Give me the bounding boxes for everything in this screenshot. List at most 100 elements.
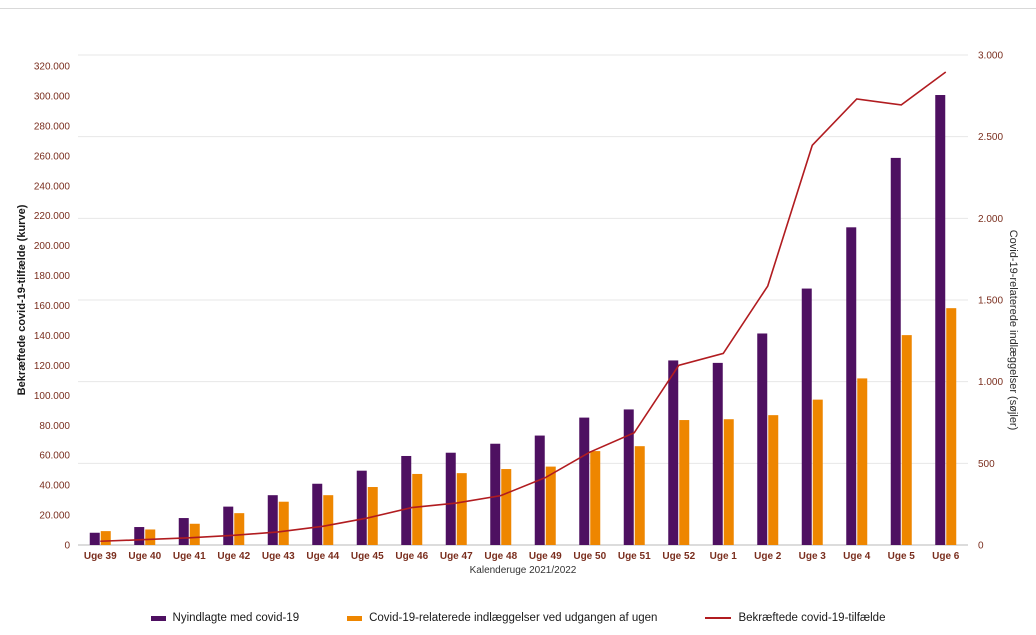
x-axis-tick-label: Uge 41 [173,551,206,562]
chart-legend: Nyindlagte med covid-19 Covid-19-relater… [0,612,1036,624]
bar-nyindlagte [757,333,768,545]
bar-nyindlagte [134,527,145,545]
bar-nyindlagte [668,360,679,545]
bar-indlaeggelser [545,466,556,545]
x-axis-tick-label: Uge 47 [440,551,473,562]
x-axis-tick-label: Uge 40 [128,551,161,562]
bar-nyindlagte [623,409,634,545]
top-divider [0,8,1036,9]
x-axis-tick-label: Uge 2 [754,551,782,562]
x-axis-tick-label: Uge 45 [351,551,384,562]
right-axis-tick-label: 1.500 [978,296,1003,307]
left-axis-tick-label: 300.000 [34,91,71,102]
right-axis-tick-label: 3.000 [978,51,1003,62]
left-axis-tick-label: 180.000 [34,271,71,282]
left-axis-tick-label: 40.000 [39,481,70,492]
x-axis-tick-label: Uge 43 [262,551,295,562]
right-axis-tick-label: 0 [978,541,984,552]
legend-item-nyindlagte: Nyindlagte med covid-19 [150,612,300,624]
x-axis-tick-label: Uge 6 [932,551,960,562]
bar-nyindlagte [356,470,367,545]
legend-label-bekraeftede: Bekræftede covid-19-tilfælde [738,612,886,624]
left-axis-tick-label: 160.000 [34,301,71,312]
x-axis-tick-label: Uge 42 [217,551,250,562]
left-axis-tick-label: 60.000 [39,451,70,462]
x-axis-tick-label: Uge 46 [395,551,428,562]
bar-nyindlagte [890,157,901,545]
bar-nyindlagte [401,455,412,545]
bar-indlaeggelser [100,531,111,545]
x-axis-tick-label: Uge 51 [618,551,651,562]
left-axis-tick-label: 140.000 [34,331,71,342]
bar-indlaeggelser [723,419,734,545]
bar-indlaeggelser [278,501,289,545]
line-bekraeftede [100,71,947,543]
left-axis-tick-label: 20.000 [39,511,70,522]
bar-indlaeggelser [412,473,423,545]
left-axis-tick-label: 80.000 [39,421,70,432]
bar-indlaeggelser [234,513,245,545]
left-axis-tick-label: 220.000 [34,211,71,222]
left-axis-tick-label: 200.000 [34,241,71,252]
x-axis-tick-label: Uge 5 [888,551,916,562]
left-axis-tick-label: 260.000 [34,151,71,162]
x-axis-tick-label: Uge 4 [843,551,871,562]
legend-label-nyindlagte: Nyindlagte med covid-19 [172,612,300,624]
legend-swatch-bekraeftede [705,616,732,620]
left-axis-tick-label: 240.000 [34,181,71,192]
bar-nyindlagte [223,506,234,545]
x-axis-tick-label: Uge 39 [84,551,117,562]
x-axis-tick-label: Uge 3 [799,551,827,562]
legend-item-bekraeftede: Bekræftede covid-19-tilfælde [705,612,885,624]
bar-indlaeggelser [768,415,779,545]
bar-nyindlagte [712,362,723,545]
bar-nyindlagte [490,443,501,545]
legend-swatch-indlaeggelser [347,615,363,621]
legend-item-indlaeggelser: Covid-19-relaterede indlæggelser ved udg… [347,612,657,624]
x-axis-tick-label: Uge 52 [662,551,695,562]
bar-indlaeggelser [590,451,601,545]
bar-indlaeggelser [189,523,200,545]
right-axis-tick-label: 2.500 [978,132,1003,143]
bar-indlaeggelser [634,446,645,545]
bar-indlaeggelser [679,420,690,545]
bar-nyindlagte [312,483,323,545]
left-axis-tick-label: 120.000 [34,361,71,372]
x-axis-tick-label: Uge 50 [573,551,606,562]
bar-nyindlagte [579,417,590,545]
x-axis-tick-label: Uge 1 [710,551,738,562]
x-axis-title: Kalenderuge 2021/2022 [469,565,577,576]
bar-nyindlagte [935,95,946,546]
bar-indlaeggelser [456,473,467,545]
bar-indlaeggelser [323,495,334,545]
left-axis-title: Bekræftede covid-19-tilfælde (kurve) [16,204,28,396]
covid-combo-chart: 0 500 1.000 1.500 2.000 2.500 3.000 0 20.000 40.0… [34,51,1004,563]
left-axis-tick-label: 0 [64,541,70,552]
bar-indlaeggelser [901,335,912,545]
right-axis-tick-label: 500 [978,459,995,470]
bar-indlaeggelser [946,308,957,545]
legend-swatch-nyindlagte [150,615,166,621]
bar-nyindlagte [801,288,812,545]
x-axis-tick-label: Uge 48 [484,551,517,562]
bar-indlaeggelser [812,399,823,545]
bar-indlaeggelser [857,378,868,545]
left-axis-tick-label: 280.000 [34,121,71,132]
bar-nyindlagte [846,227,857,546]
bar-nyindlagte [178,518,189,545]
bar-indlaeggelser [501,469,512,545]
x-axis-tick-label: Uge 44 [306,551,339,562]
bar-indlaeggelser [145,529,156,545]
bar-nyindlagte [534,435,545,545]
right-axis-title: Covid-19-relaterede indlæggelser (søjler… [1007,229,1019,431]
left-axis-tick-label: 100.000 [34,391,71,402]
bar-nyindlagte [267,495,278,545]
right-axis-tick-label: 1.000 [978,377,1003,388]
bar-nyindlagte [445,452,456,545]
x-axis-tick-label: Uge 49 [529,551,562,562]
bar-nyindlagte [89,532,100,545]
legend-label-indlaeggelser: Covid-19-relaterede indlæggelser ved udg… [369,612,658,624]
left-axis-tick-label: 320.000 [34,62,71,73]
right-axis-tick-label: 2.000 [978,214,1003,225]
